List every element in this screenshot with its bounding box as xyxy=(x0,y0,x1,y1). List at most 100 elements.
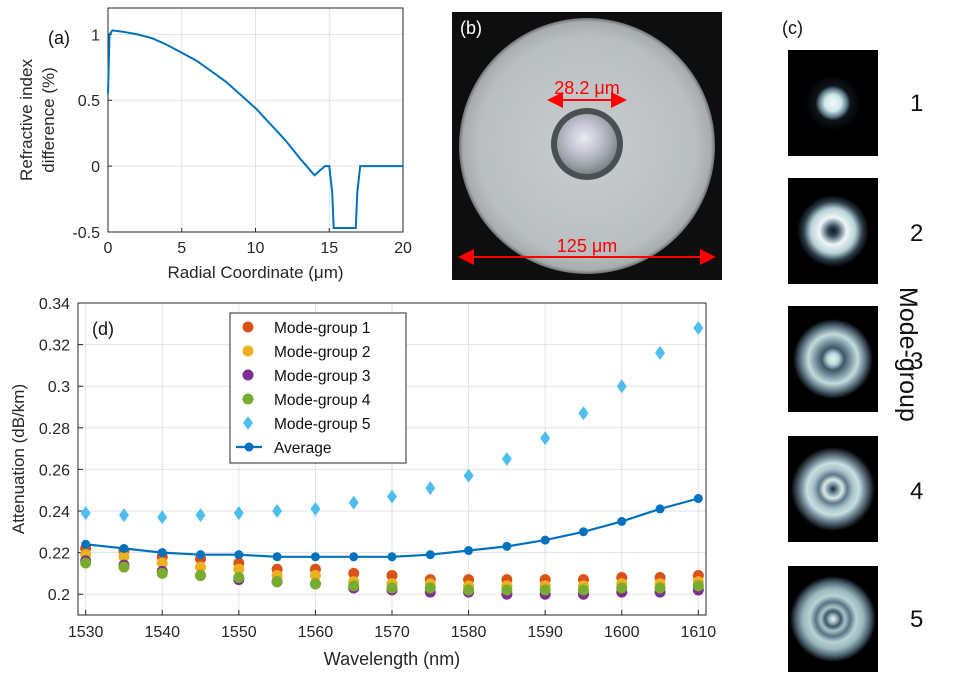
point-mode-group-4 xyxy=(692,580,704,592)
point-average xyxy=(196,550,206,560)
point-mode-group-5 xyxy=(693,320,704,335)
mode-profiles-panel: (c) 1 2 3 4 xyxy=(772,0,966,676)
point-average xyxy=(387,552,397,562)
point-mode-group-5 xyxy=(463,468,474,483)
point-mode-group-4 xyxy=(80,557,92,569)
point-mode-group-5 xyxy=(310,501,321,516)
point-mode-group-4 xyxy=(195,569,207,581)
point-mode-group-5 xyxy=(348,495,359,510)
x-tick-label-d: 1610 xyxy=(681,624,717,641)
x-tick-label-a: 10 xyxy=(247,240,265,257)
mode-group-2-image xyxy=(788,178,878,284)
x-tick-label-d: 1530 xyxy=(68,624,104,641)
point-average xyxy=(81,539,91,549)
legend-marker xyxy=(244,442,254,452)
point-mode-group-4 xyxy=(271,576,283,588)
mode-group-2-number: 2 xyxy=(910,220,924,247)
point-average xyxy=(425,550,435,560)
mode-group-5-number: 5 xyxy=(910,606,924,633)
mode-group-axis-label: Mode-group xyxy=(894,287,922,422)
point-mode-group-2 xyxy=(118,551,130,563)
point-mode-group-5 xyxy=(195,508,206,523)
y-tick-label-a: 1 xyxy=(91,27,100,44)
y-tick-label-a: 0.5 xyxy=(78,93,100,110)
point-mode-group-5 xyxy=(425,481,436,496)
x-axis-label-d: Wavelength (nm) xyxy=(324,649,460,669)
point-mode-group-5 xyxy=(655,345,666,360)
x-tick-label-d: 1570 xyxy=(374,624,410,641)
y-tick-label-d: 0.22 xyxy=(39,546,70,563)
point-mode-group-5 xyxy=(80,506,91,521)
point-mode-group-4 xyxy=(654,582,666,594)
panel-c-label: (c) xyxy=(782,18,803,38)
point-average xyxy=(119,543,129,553)
mode-group-3-image xyxy=(788,306,878,412)
attenuation-panel: 1530 1540 1550 1560 1570 1580 1590 1600 1610 0.2 0… xyxy=(0,285,730,676)
point-mode-group-5 xyxy=(272,504,283,518)
point-average xyxy=(693,494,703,504)
core-disk xyxy=(557,114,617,174)
x-axis-label-a: Radial Coordinate (μm) xyxy=(167,263,343,282)
legend-label: Average xyxy=(274,440,331,457)
point-mode-group-5 xyxy=(157,510,168,525)
point-mode-group-5 xyxy=(118,508,129,523)
point-mode-group-5 xyxy=(616,379,627,394)
point-average xyxy=(617,516,627,526)
point-mode-group-1 xyxy=(386,569,398,581)
x-tick-label-a: 15 xyxy=(320,240,338,257)
legend-marker xyxy=(243,416,253,430)
legend-label: Mode-group 4 xyxy=(274,392,371,409)
point-average xyxy=(310,552,320,562)
point-mode-group-1 xyxy=(348,567,360,579)
point-mode-group-2 xyxy=(309,569,321,581)
cladding-diameter-label: 125 μm xyxy=(557,236,617,256)
y-tick-label-d: 0.2 xyxy=(48,587,70,604)
point-mode-group-4 xyxy=(309,578,321,590)
point-mode-group-5 xyxy=(233,506,244,521)
point-mode-group-5 xyxy=(501,452,512,466)
legend-label: Mode-group 1 xyxy=(274,320,371,337)
x-tick-label-d: 1600 xyxy=(604,624,640,641)
attenuation-chart: 1530 1540 1550 1560 1570 1580 1590 1600 1610 0.2 0… xyxy=(9,296,717,669)
legend-marker xyxy=(242,345,254,357)
mode-group-1-number: 1 xyxy=(910,90,924,117)
point-mode-group-4 xyxy=(156,567,168,579)
point-mode-group-4 xyxy=(539,584,551,596)
legend-marker xyxy=(242,393,254,405)
mode-group-3-number: 3 xyxy=(910,348,924,375)
y-tick-label-d: 0.28 xyxy=(39,421,70,438)
y-axis-label-a-line1: Refractive index xyxy=(17,59,36,181)
legend-label: Mode-group 5 xyxy=(274,416,371,433)
point-mode-group-5 xyxy=(387,489,397,504)
y-axis-label-a-line2: difference (%) xyxy=(39,67,58,173)
x-tick-label-d: 1550 xyxy=(221,624,257,641)
y-tick-label-d: 0.24 xyxy=(39,504,70,521)
y-tick-label-a: 0 xyxy=(91,159,100,176)
x-tick-label-a: 0 xyxy=(104,240,113,257)
point-average xyxy=(234,550,244,560)
y-axis-label-d: Attenuation (dB/km) xyxy=(9,384,28,534)
index-profile-line xyxy=(107,29,403,229)
point-average xyxy=(157,548,167,558)
x-tick-label-d: 1590 xyxy=(527,624,563,641)
point-mode-group-4 xyxy=(463,584,475,596)
point-mode-group-4 xyxy=(577,584,589,596)
point-average xyxy=(578,527,588,537)
legend-marker xyxy=(242,369,254,381)
point-mode-group-4 xyxy=(424,582,436,594)
point-mode-group-5 xyxy=(540,431,551,446)
core-diameter-label: 28.2 μm xyxy=(554,78,619,98)
point-average xyxy=(502,541,512,551)
point-mode-group-5 xyxy=(578,406,589,421)
legend-label: Mode-group 3 xyxy=(274,368,371,385)
x-tick-label-d: 1580 xyxy=(451,624,487,641)
point-average xyxy=(272,552,282,562)
legend-box xyxy=(229,312,407,464)
point-mode-group-4 xyxy=(386,582,398,594)
point-average xyxy=(349,552,359,562)
point-mode-group-4 xyxy=(348,580,360,592)
legend-marker xyxy=(242,321,254,333)
mode-group-1-image xyxy=(788,50,878,156)
x-tick-label-a: 5 xyxy=(177,240,186,257)
